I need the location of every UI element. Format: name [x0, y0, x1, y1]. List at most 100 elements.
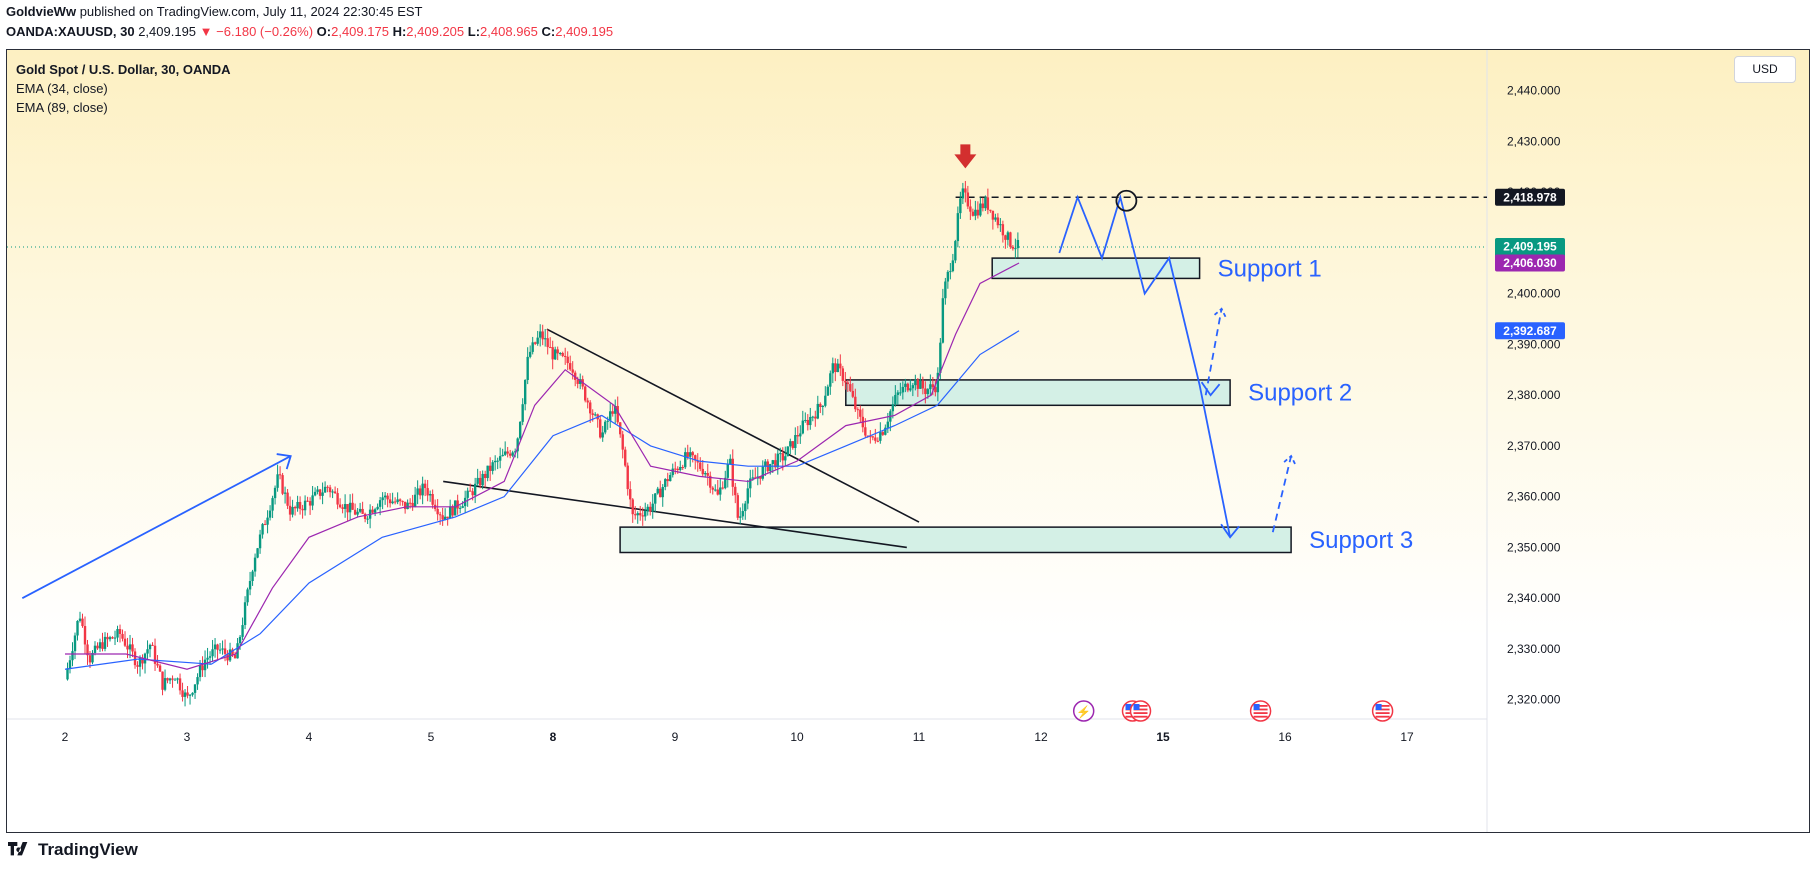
candle-body [121, 633, 124, 639]
candle-body [348, 502, 352, 513]
low-label: L: [467, 24, 481, 39]
candle-body [76, 620, 79, 636]
candle-body [1014, 248, 1017, 250]
candle-body [106, 636, 109, 640]
chart-legend: Gold Spot / U.S. Dollar, 30, OANDA EMA (… [16, 60, 231, 117]
candle-body [558, 353, 562, 355]
y-tick-label: 2,400.000 [1507, 287, 1561, 301]
candle-body [483, 473, 487, 479]
candle-body [426, 488, 429, 496]
tradingview-footer[interactable]: TradingView [8, 840, 138, 860]
candle-body [656, 488, 659, 494]
candle-body [423, 483, 427, 489]
candle-body [503, 451, 507, 455]
candle-body [381, 497, 384, 501]
candle-body [681, 466, 684, 468]
candle-body [774, 460, 777, 468]
legend-title[interactable]: Gold Spot / U.S. Dollar, 30, OANDA [16, 62, 231, 77]
candle-body [686, 452, 689, 457]
candle-body [316, 489, 319, 492]
candle-body [781, 453, 784, 461]
candle-body [213, 644, 217, 650]
lightning-event-icon[interactable] [1072, 700, 1095, 722]
axis-price-tag[interactable] [1495, 322, 1565, 340]
candle-body [956, 213, 960, 242]
candle-body [751, 477, 754, 479]
candle-body [799, 433, 802, 437]
legend-ema34[interactable]: EMA (34, close) [16, 81, 108, 96]
trendline[interactable] [546, 328, 920, 523]
trendline[interactable] [443, 480, 907, 549]
symbol-label: OANDA:XAUUSD, 30 [6, 24, 135, 39]
candle-body [248, 581, 252, 590]
ema34-line[interactable] [65, 262, 1020, 670]
candle-body [513, 451, 517, 453]
ema89-line[interactable] [64, 330, 1020, 670]
candle-body [584, 386, 587, 401]
price-chart[interactable]: 2,320.000 2,330.000 2,340.000 2,350.000 2,36… [7, 50, 1810, 833]
candle-body [138, 657, 142, 667]
x-tick-label: 9 [672, 730, 679, 744]
candle-body [614, 405, 617, 414]
candle-body [746, 488, 749, 504]
candle-body [548, 347, 552, 349]
candle-body [616, 405, 619, 423]
candle-body [176, 678, 179, 680]
candle-body [153, 645, 157, 664]
axis-price-tag[interactable] [1495, 188, 1565, 206]
candle-body [171, 678, 174, 680]
y-tick-label: 2,350.000 [1507, 540, 1561, 554]
flag-stripe [1375, 712, 1390, 714]
candle-body [909, 388, 912, 391]
candle-body [876, 440, 880, 442]
candle-body [556, 349, 559, 354]
candle-body [836, 363, 840, 373]
candle-body [679, 466, 682, 471]
candle-body [371, 509, 374, 513]
axis-price-tag[interactable] [1495, 254, 1565, 272]
candle-body [966, 192, 970, 207]
uptrend-arrow[interactable] [21, 455, 292, 599]
candle-body [461, 506, 464, 508]
support-zone[interactable] [991, 257, 1201, 280]
candle-body [521, 404, 524, 422]
candle-body [531, 342, 534, 352]
candle-body [393, 501, 397, 503]
candle-body [263, 524, 267, 526]
candle-body [216, 644, 219, 650]
support-zone[interactable] [845, 379, 1231, 407]
candle-body [203, 659, 207, 671]
candle-body [586, 400, 589, 403]
candle-body [286, 492, 289, 506]
resistance-circle[interactable] [1115, 189, 1138, 212]
currency-button[interactable]: USD [1734, 56, 1796, 83]
sell-arrow-icon [954, 144, 977, 169]
author-name[interactable]: GoldvieWw [6, 4, 77, 19]
legend-ema89[interactable]: EMA (89, close) [16, 100, 108, 115]
flag-stripe [1253, 708, 1268, 711]
candle-body [293, 507, 297, 509]
candle-body [288, 505, 292, 515]
support-zone[interactable] [619, 526, 1292, 554]
candle-body [116, 629, 119, 638]
candle-body [156, 663, 159, 666]
candle-body [664, 479, 667, 488]
candle-body [831, 363, 835, 374]
candle-body [403, 501, 407, 510]
chart-frame[interactable]: 2,320.000 2,330.000 2,340.000 2,350.000 2,36… [6, 49, 1810, 833]
candle-body [716, 489, 719, 495]
candle-body [88, 655, 92, 663]
candle-body [949, 271, 952, 273]
candle-body [508, 453, 512, 456]
bounce-arrow[interactable] [1204, 308, 1223, 396]
candle-body [81, 618, 84, 627]
candle-body [446, 516, 449, 519]
bounce-arrow[interactable] [1271, 455, 1292, 533]
candle-body [904, 383, 907, 387]
candle-body [511, 452, 514, 456]
candle-body [413, 494, 417, 507]
close-value: 2,409.195 [555, 24, 614, 39]
candle-body [128, 644, 132, 650]
forecast-path[interactable] [1058, 193, 1231, 538]
candle-body [564, 355, 567, 357]
